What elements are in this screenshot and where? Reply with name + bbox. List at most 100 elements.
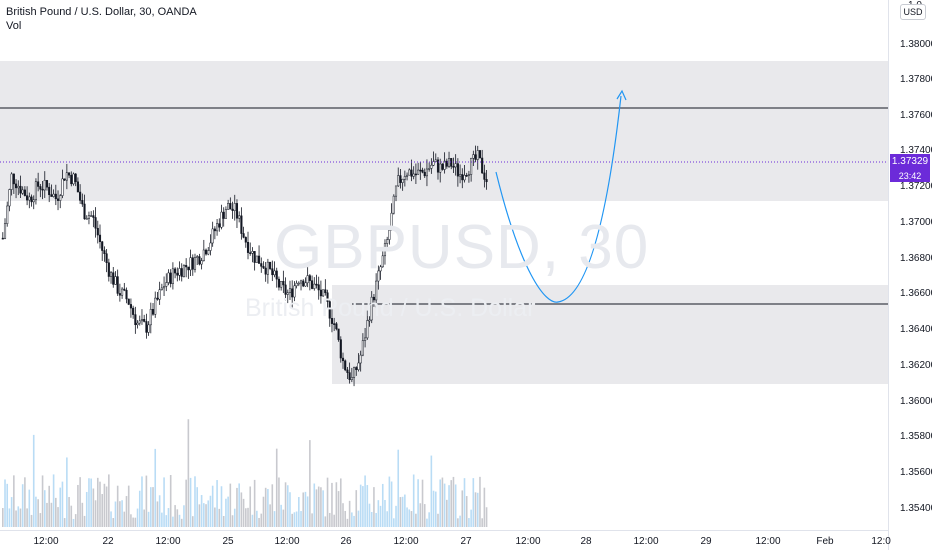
candle: [199, 254, 201, 265]
volume-bar: [201, 495, 203, 527]
volume-bar: [408, 509, 410, 527]
volume-bar: [90, 479, 92, 527]
volume-bar: [128, 486, 130, 527]
volume-bar: [364, 475, 366, 527]
candle: [110, 271, 112, 284]
candle: [124, 283, 126, 291]
candle: [137, 320, 139, 328]
candle: [311, 276, 313, 290]
volume-bar: [373, 487, 375, 527]
price-tick: 1.36800: [900, 253, 932, 264]
volume-bar: [62, 482, 64, 527]
volume-bar: [285, 482, 287, 527]
volume-bar: [70, 506, 72, 527]
candle: [210, 234, 212, 255]
volume-bar: [218, 509, 220, 527]
volume-bar: [481, 518, 483, 527]
volume-bar: [79, 477, 81, 527]
candle: [192, 254, 194, 275]
volume-bar: [86, 492, 88, 527]
candle: [305, 277, 307, 287]
symbol-title[interactable]: British Pound / U.S. Dollar, 30, OANDA: [6, 5, 197, 19]
volume-bar: [157, 501, 159, 527]
candle: [172, 262, 174, 289]
volume-bar: [77, 485, 79, 527]
volume-bar: [466, 496, 468, 527]
volume-bar: [37, 499, 39, 527]
time-tick: 12:0: [871, 536, 890, 547]
chart-legend: British Pound / U.S. Dollar, 30, OANDA V…: [6, 5, 197, 33]
volume-bar: [442, 478, 444, 527]
volume-bar: [287, 485, 289, 527]
volume-bar: [289, 492, 291, 527]
volume-bar: [130, 514, 132, 527]
volume-bar: [322, 490, 324, 527]
candle: [285, 277, 287, 300]
candle: [243, 227, 245, 238]
volume-bar: [402, 497, 404, 527]
volume-bar: [397, 450, 399, 527]
candle: [296, 280, 298, 288]
volume-bar: [221, 486, 223, 527]
candle: [101, 241, 103, 261]
volume-bar: [329, 513, 331, 527]
volume-bar: [413, 475, 415, 527]
volume-bar: [382, 484, 384, 527]
candle: [298, 281, 300, 286]
volume-bar: [150, 487, 152, 527]
candle: [320, 281, 322, 304]
candle: [249, 243, 251, 256]
volume-bar: [486, 507, 488, 527]
candle: [238, 211, 240, 222]
currency-button[interactable]: USD: [900, 4, 926, 20]
candle: [196, 255, 198, 265]
volume-bar: [214, 508, 216, 527]
volume-bar: [349, 501, 351, 527]
volume-bar: [302, 492, 304, 527]
volume-bar: [298, 497, 300, 527]
candle: [194, 254, 196, 273]
candle: [177, 268, 179, 282]
volume-bar: [205, 504, 207, 527]
candle: [86, 215, 88, 219]
volume-bar: [267, 489, 269, 527]
volume-bar: [450, 480, 452, 527]
volume-bar: [88, 478, 90, 527]
candle: [283, 271, 285, 293]
volume-bar: [161, 513, 163, 527]
price-tick: 1.37200: [900, 181, 932, 192]
volume-bar: [435, 492, 437, 527]
time-tick: 12:00: [755, 536, 780, 547]
volume-indicator-label[interactable]: Vol: [6, 19, 197, 33]
candle: [212, 222, 214, 247]
time-tick: 12:00: [155, 536, 180, 547]
candle: [135, 307, 137, 334]
volume-bar: [238, 483, 240, 527]
volume-bar: [415, 514, 417, 527]
price-tick: 1.35400: [900, 503, 932, 514]
volume-bar: [431, 456, 433, 527]
volume-bar: [188, 419, 190, 527]
candle: [258, 245, 260, 263]
candle: [161, 284, 163, 291]
volume-bar: [424, 504, 426, 527]
volume-bar: [461, 490, 463, 527]
candle: [157, 292, 159, 301]
volume-bar: [241, 492, 243, 527]
candle: [117, 270, 119, 296]
volume-bar: [391, 482, 393, 527]
volume-bar: [484, 488, 486, 527]
volume-bar: [190, 478, 192, 527]
volume-bar: [360, 485, 362, 527]
volume-bar: [99, 482, 101, 527]
candle: [185, 258, 187, 277]
candle: [479, 150, 481, 158]
candle: [4, 218, 6, 239]
candle: [163, 277, 165, 296]
candle: [168, 269, 170, 285]
volume-bar: [207, 500, 209, 527]
volume-bar: [272, 484, 274, 527]
volume-bar: [400, 497, 402, 527]
candle: [90, 211, 92, 217]
